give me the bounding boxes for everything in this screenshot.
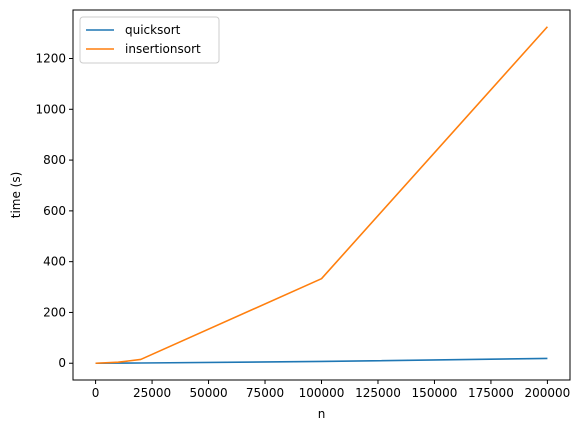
x-tick-label: 150000	[412, 386, 458, 400]
series-lines	[96, 27, 548, 363]
y-tick-label: 1200	[35, 52, 66, 66]
x-tick-label: 175000	[468, 386, 514, 400]
legend: quicksort insertionsort	[80, 17, 219, 63]
y-axis-ticks: 0 200 400 600 800 1000 1200	[35, 52, 73, 371]
x-tick-label: 75000	[246, 386, 284, 400]
x-axis-ticks: 0 25000 50000 75000 100000 125000 150000 175000…	[92, 380, 571, 400]
y-tick-label: 800	[43, 153, 66, 167]
x-tick-label: 0	[92, 386, 100, 400]
y-axis-label: time (s)	[9, 172, 23, 219]
y-tick-label: 1000	[35, 102, 66, 116]
legend-label-quicksort: quicksort	[125, 23, 181, 37]
y-tick-label: 400	[43, 255, 66, 269]
x-tick-label: 25000	[133, 386, 171, 400]
y-tick-label: 200	[43, 305, 66, 319]
series-line-insertionsort	[96, 27, 548, 363]
x-tick-label: 125000	[355, 386, 401, 400]
y-tick-label: 600	[43, 204, 66, 218]
x-tick-label: 200000	[525, 386, 571, 400]
series-line-quicksort	[96, 358, 548, 363]
legend-label-insertionsort: insertionsort	[125, 42, 201, 56]
plot-frame	[73, 10, 570, 380]
x-axis-label: n	[318, 407, 326, 421]
x-tick-label: 50000	[189, 386, 227, 400]
y-tick-label: 0	[58, 356, 66, 370]
x-tick-label: 100000	[299, 386, 345, 400]
